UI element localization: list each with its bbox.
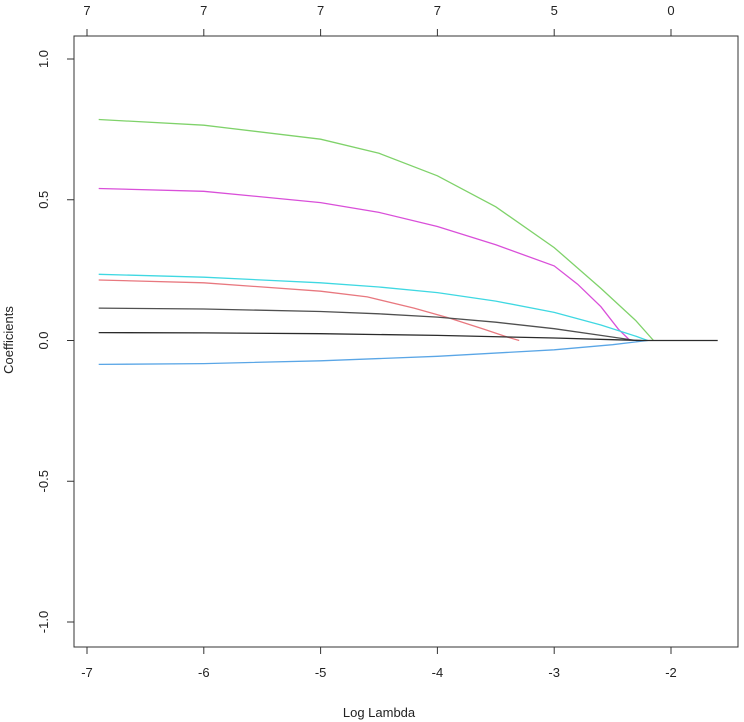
series-line-7 <box>98 339 648 366</box>
top-axis: 7 7 7 7 5 0 <box>83 3 675 36</box>
top-tick-label: 5 <box>551 3 558 18</box>
y-tick-label: 0.0 <box>36 331 51 349</box>
top-tick-label: 7 <box>317 3 324 18</box>
series-line-3 <box>98 273 648 342</box>
series-line-1 <box>98 118 654 341</box>
x-tick-label: -6 <box>198 665 210 680</box>
top-tick-label: 0 <box>667 3 674 18</box>
series-line-6 <box>98 331 642 342</box>
x-tick-label: -3 <box>548 665 560 680</box>
y-tick-label: 0.5 <box>36 191 51 209</box>
series-line-2 <box>98 187 631 341</box>
top-tick-label: 7 <box>83 3 90 18</box>
series-line-4 <box>98 279 520 342</box>
series-group <box>98 118 718 366</box>
x-tick-label: -7 <box>81 665 93 680</box>
top-tick-label: 7 <box>434 3 441 18</box>
top-tick-label: 7 <box>200 3 207 18</box>
x-tick-label: -4 <box>432 665 444 680</box>
y-tick-label: 1.0 <box>36 50 51 68</box>
y-axis-label: Coefficients <box>1 306 16 374</box>
series-line-5 <box>98 307 637 342</box>
y-tick-label: -1.0 <box>36 611 51 633</box>
x-tick-label: -2 <box>665 665 677 680</box>
bottom-axis: -7 -6 -5 -4 -3 -2 <box>81 646 677 680</box>
x-tick-label: -5 <box>315 665 327 680</box>
left-axis: -1.0 -0.5 0.0 0.5 1.0 <box>36 50 74 633</box>
x-axis-label: Log Lambda <box>343 705 416 720</box>
y-tick-label: -0.5 <box>36 470 51 492</box>
